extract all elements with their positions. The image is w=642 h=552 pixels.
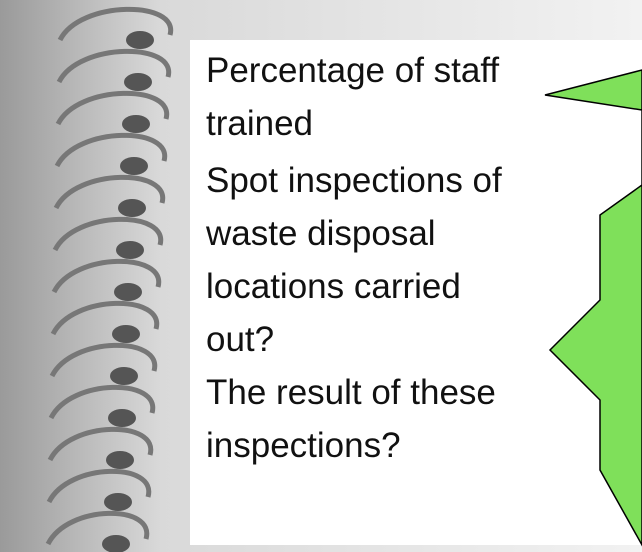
- punch-hole: [126, 31, 154, 49]
- bullet-text: waste disposal: [205, 214, 436, 253]
- bullet-text: locations carried: [206, 267, 461, 306]
- page: Percentage of staff trained Spot inspectio…: [0, 0, 642, 552]
- bullet-text: The result of these: [206, 373, 496, 412]
- bullet-text: Spot inspections of: [206, 161, 502, 200]
- slide: Percentage of staff trained Spot inspectio…: [0, 0, 642, 552]
- punch-hole: [114, 283, 142, 301]
- punch-hole: [112, 325, 140, 343]
- punch-hole: [108, 409, 136, 427]
- punch-hole: [104, 493, 132, 511]
- bullet-text: inspections?: [206, 426, 401, 465]
- bullet-text: trained: [206, 104, 313, 143]
- punch-hole: [110, 367, 138, 385]
- bullet-text: out?: [206, 320, 274, 359]
- punch-hole: [118, 199, 146, 217]
- punch-hole: [120, 157, 148, 175]
- bullet-text: Percentage of staff: [206, 51, 499, 90]
- punch-hole: [124, 73, 152, 91]
- punch-hole: [122, 115, 150, 133]
- punch-hole: [106, 451, 134, 469]
- punch-hole: [116, 241, 144, 259]
